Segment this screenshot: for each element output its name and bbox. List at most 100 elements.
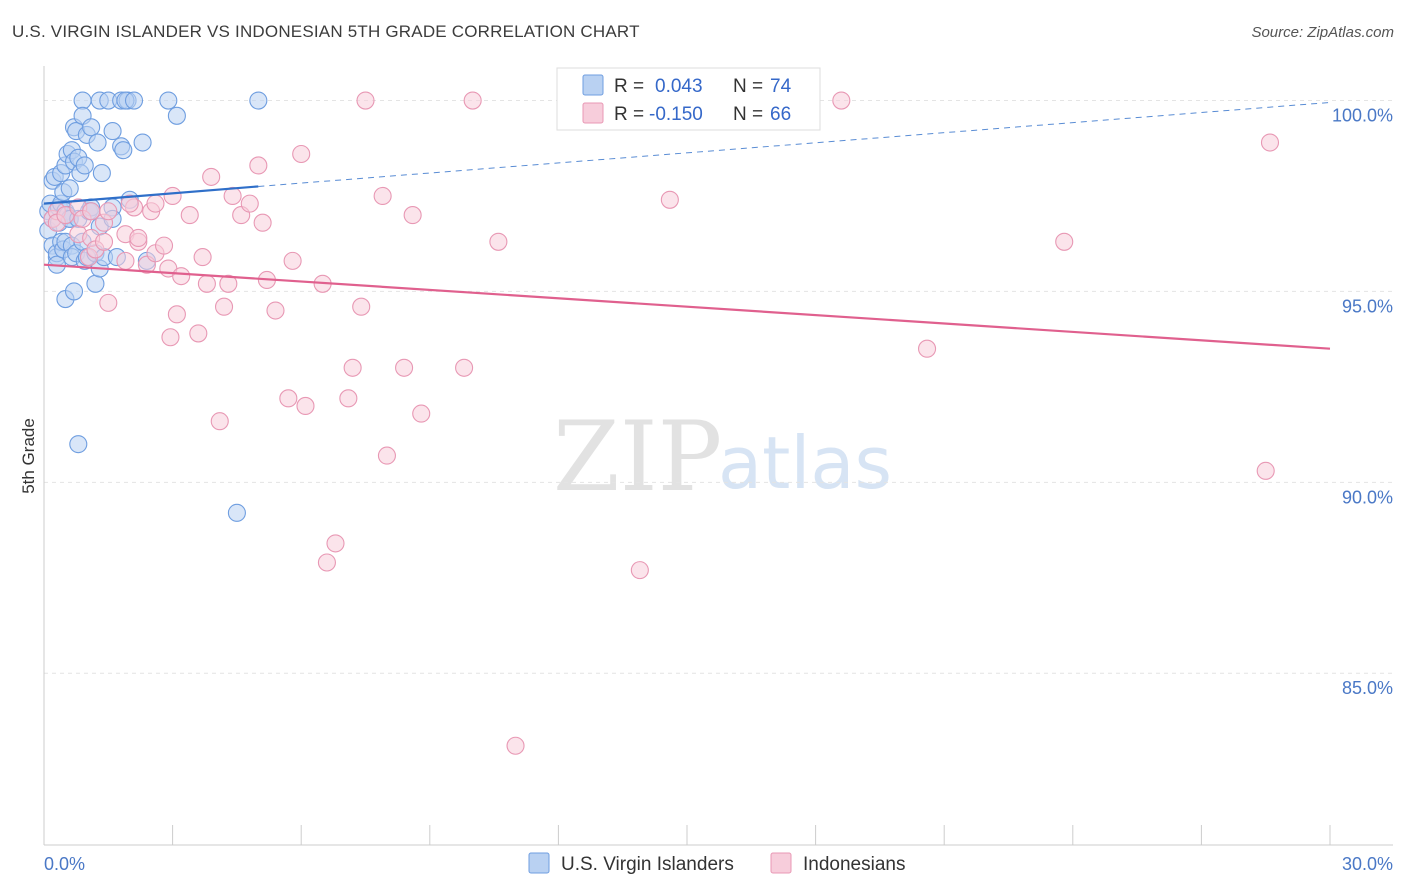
point-1-42 bbox=[249, 156, 268, 175]
point-1-31 bbox=[180, 206, 199, 225]
chart-title: U.S. VIRGIN ISLANDER VS INDONESIAN 5TH G… bbox=[12, 22, 640, 41]
point-1-52 bbox=[326, 534, 345, 553]
point-0-67 bbox=[124, 91, 144, 110]
watermark-atlas: atlas bbox=[718, 421, 892, 505]
point-1-13 bbox=[94, 232, 114, 251]
point-1-45 bbox=[266, 301, 285, 320]
y-tick-label-85: 85.0% bbox=[1342, 678, 1393, 698]
point-1-58 bbox=[377, 446, 396, 465]
stats-n-label-virgin: N = bbox=[733, 76, 763, 97]
point-1-67 bbox=[660, 190, 679, 209]
point-0-31 bbox=[64, 282, 84, 301]
point-1-57 bbox=[373, 186, 392, 206]
point-1-27 bbox=[161, 328, 180, 347]
point-0-46 bbox=[82, 118, 101, 137]
watermark: ZIP atlas bbox=[553, 401, 892, 513]
point-0-73 bbox=[227, 503, 246, 522]
point-1-43 bbox=[253, 213, 272, 232]
point-0-74 bbox=[249, 91, 268, 110]
point-1-19 bbox=[120, 194, 139, 213]
stats-n-label-indonesian: N = bbox=[733, 104, 763, 125]
point-0-50 bbox=[86, 274, 105, 293]
point-1-61 bbox=[412, 404, 431, 423]
point-1-53 bbox=[339, 389, 358, 408]
y-tick-label-90: 90.0% bbox=[1342, 487, 1393, 507]
point-1-23 bbox=[146, 194, 165, 213]
point-1-63 bbox=[463, 91, 482, 110]
point-1-41 bbox=[240, 194, 259, 213]
point-0-65 bbox=[114, 141, 133, 160]
point-0-55 bbox=[92, 164, 111, 183]
stats-legend: R = 0.043 N = 74 R = -0.150 N = 66 bbox=[556, 67, 821, 131]
trend-lines bbox=[43, 101, 1331, 350]
trend-line-0 bbox=[43, 185, 259, 205]
point-1-68 bbox=[832, 91, 851, 110]
axes bbox=[43, 66, 1393, 846]
x-tick-label-max: 30.0% bbox=[1342, 854, 1393, 874]
stats-r-virgin: 0.043 bbox=[655, 76, 703, 97]
stats-r-indonesian: -0.150 bbox=[649, 104, 703, 125]
point-1-65 bbox=[506, 736, 525, 755]
point-1-48 bbox=[292, 144, 311, 164]
point-1-14 bbox=[99, 293, 118, 312]
point-0-58 bbox=[103, 122, 122, 141]
point-1-25 bbox=[154, 236, 174, 255]
point-1-62 bbox=[455, 358, 474, 377]
point-1-35 bbox=[202, 167, 221, 186]
stats-n-virgin: 74 bbox=[770, 76, 792, 97]
point-1-71 bbox=[1256, 461, 1275, 480]
point-0-35 bbox=[69, 435, 88, 454]
point-0-71 bbox=[159, 91, 178, 110]
y-tick-label-95: 95.0% bbox=[1342, 296, 1393, 316]
point-1-15 bbox=[116, 251, 135, 270]
point-0-51 bbox=[88, 133, 107, 152]
legend-label-indonesian: Indonesians bbox=[803, 854, 905, 875]
point-1-34 bbox=[197, 274, 216, 293]
x-tick-label-min: 0.0% bbox=[44, 854, 85, 874]
point-1-20 bbox=[129, 228, 148, 248]
y-axis-label: 5th Grade bbox=[19, 418, 38, 494]
point-0-41 bbox=[75, 156, 94, 175]
point-0-38 bbox=[73, 91, 92, 110]
point-1-32 bbox=[189, 324, 208, 343]
point-1-38 bbox=[219, 274, 238, 293]
point-1-12 bbox=[99, 202, 118, 221]
data-points bbox=[39, 91, 1280, 755]
stats-n-indonesian: 66 bbox=[770, 104, 791, 125]
point-0-72 bbox=[167, 106, 186, 125]
point-1-59 bbox=[395, 358, 414, 377]
point-1-70 bbox=[1055, 232, 1074, 251]
stats-swatch-indonesian bbox=[582, 102, 604, 124]
point-1-55 bbox=[352, 297, 371, 316]
point-0-24 bbox=[60, 179, 79, 198]
source-label: Source: ZipAtlas.com bbox=[1251, 24, 1394, 41]
point-1-28 bbox=[163, 186, 182, 206]
series-1-points bbox=[43, 91, 1280, 755]
stats-r-label-virgin: R = bbox=[614, 76, 644, 97]
stats-swatch-virgin bbox=[582, 74, 604, 96]
point-1-46 bbox=[279, 389, 298, 408]
point-1-56 bbox=[356, 91, 375, 110]
point-1-69 bbox=[918, 339, 937, 358]
point-1-47 bbox=[283, 251, 302, 270]
trend-line-dashed-0 bbox=[258, 101, 1331, 187]
y-tick-label-100: 100.0% bbox=[1332, 106, 1393, 126]
legend-swatch-virgin bbox=[528, 852, 550, 874]
point-1-72 bbox=[1260, 133, 1280, 152]
point-0-70 bbox=[133, 133, 152, 152]
legend-swatch-indonesian bbox=[770, 852, 792, 874]
trend-line-1 bbox=[43, 263, 1331, 350]
point-1-29 bbox=[167, 305, 186, 324]
point-1-54 bbox=[343, 358, 362, 377]
point-1-51 bbox=[317, 553, 336, 572]
stats-r-label-indonesian: R = bbox=[614, 104, 644, 125]
y-tick-labels: 85.0% 90.0% 95.0% 100.0% bbox=[1332, 106, 1393, 699]
point-1-66 bbox=[630, 561, 649, 580]
point-1-37 bbox=[214, 297, 234, 316]
point-1-33 bbox=[193, 248, 212, 267]
watermark-zip: ZIP bbox=[553, 401, 722, 513]
point-1-64 bbox=[489, 232, 508, 251]
legend-label-virgin: U.S. Virgin Islanders bbox=[561, 854, 734, 875]
point-1-30 bbox=[172, 267, 191, 286]
